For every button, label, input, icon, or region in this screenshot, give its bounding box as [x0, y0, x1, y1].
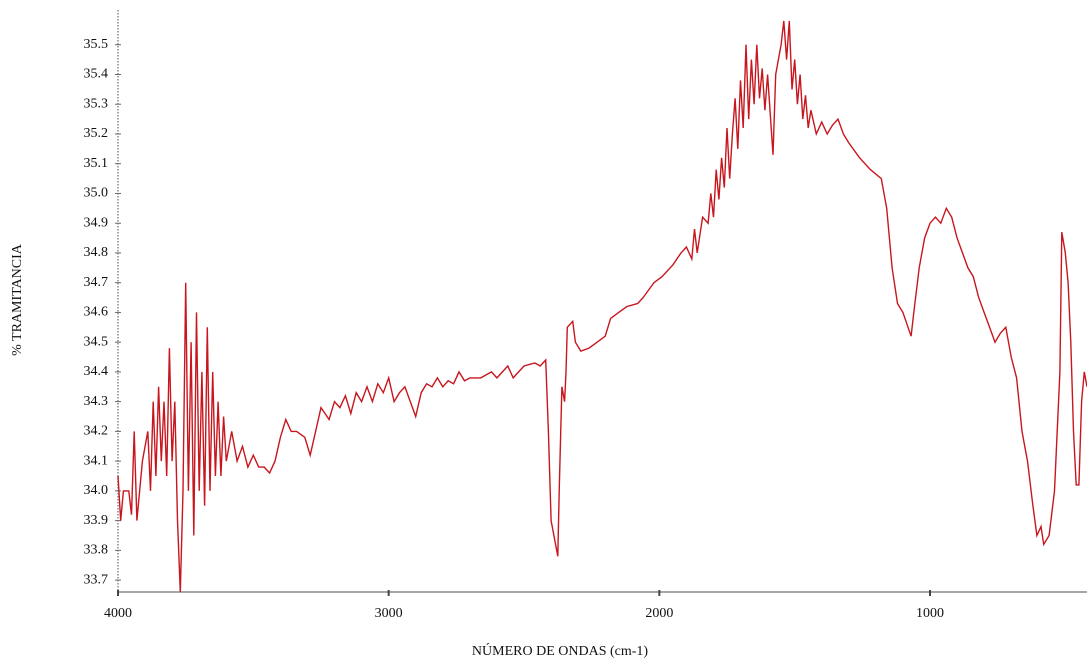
x-tick-label: 2000	[645, 606, 673, 621]
y-tick-label: 33.8	[84, 543, 109, 558]
y-tick-label: 34.3	[84, 394, 109, 409]
y-tick-label: 34.1	[84, 453, 109, 468]
y-tick-label: 35.2	[84, 126, 109, 141]
y-tick-label: 35.0	[84, 186, 109, 201]
y-tick-label: 34.9	[84, 215, 109, 230]
y-tick-label: 33.9	[84, 513, 109, 528]
y-tick-label: 34.8	[84, 245, 109, 260]
y-tick-label: 34.7	[84, 275, 109, 290]
x-tick-label: 4000	[104, 606, 132, 621]
y-tick-label: 34.2	[84, 424, 109, 439]
y-tick-label: 35.4	[84, 67, 109, 82]
y-tick-label: 35.5	[84, 37, 109, 52]
spectrum-line	[117, 20, 1087, 593]
y-tick-label: 35.3	[84, 96, 109, 111]
y-tick-label: 35.1	[84, 156, 109, 171]
x-tick-label: 1000	[916, 606, 944, 621]
y-tick-label: 34.4	[84, 364, 109, 379]
y-axis-label: % TRAMITANCIA	[10, 243, 25, 356]
y-tick-label: 33.7	[84, 572, 109, 587]
y-tick-label: 34.5	[84, 334, 109, 349]
x-axis-label: NÚMERO DE ONDAS (cm-1)	[472, 642, 648, 659]
y-tick-label: 34.6	[84, 305, 109, 320]
x-tick-label: 3000	[375, 606, 403, 621]
y-tick-label: 34.0	[84, 483, 109, 498]
